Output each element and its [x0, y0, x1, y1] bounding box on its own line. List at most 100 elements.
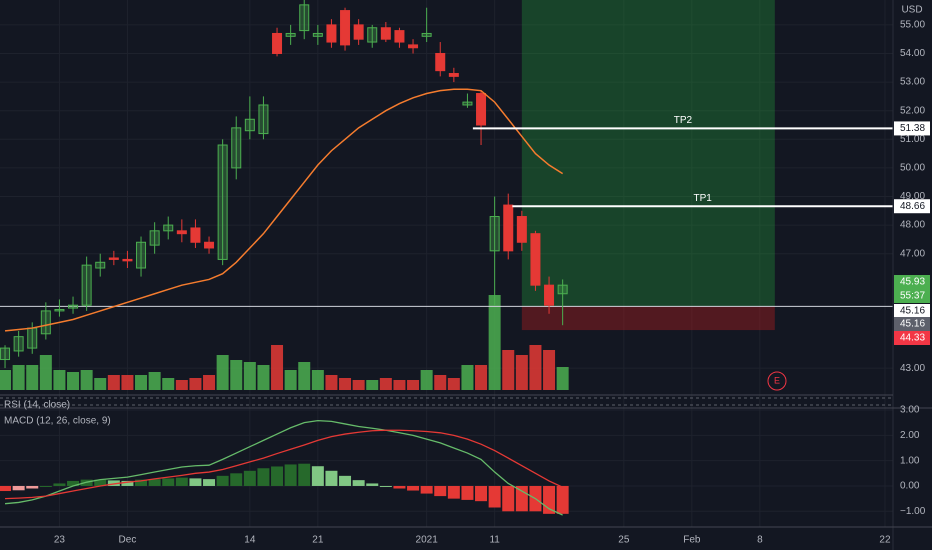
macd-histogram-bar — [162, 478, 175, 486]
volume-bar — [420, 370, 433, 390]
macd-histogram-bar — [189, 478, 202, 486]
y-tick-label: 49.00 — [900, 191, 925, 202]
price-tag — [894, 289, 930, 303]
macd-histogram-bar — [475, 485, 488, 502]
volume-bar — [475, 365, 488, 390]
macd-histogram-bar — [67, 480, 80, 486]
macd-histogram-bar — [352, 480, 365, 486]
candle-body — [231, 127, 242, 169]
volume-bar — [257, 365, 270, 390]
y-tick-label: −1.00 — [900, 506, 926, 517]
macd-histogram-bar — [393, 485, 406, 489]
volume-bar — [488, 295, 501, 390]
volume-bar — [53, 370, 66, 390]
macd-histogram-bar — [121, 480, 134, 486]
x-tick-label: 11 — [489, 535, 500, 546]
y-tick-label: 54.00 — [900, 48, 925, 59]
candle-body — [367, 27, 378, 43]
rsi-label: RSI (14, close) — [4, 400, 70, 411]
x-tick-label: 2021 — [416, 535, 439, 546]
macd-histogram-bar — [216, 475, 229, 486]
macd-label: MACD (12, 26, close, 9) — [4, 416, 111, 427]
macd-histogram-bar — [257, 468, 270, 486]
price-tag — [894, 331, 930, 345]
macd-histogram-bar — [461, 485, 474, 500]
candle-body — [476, 93, 487, 126]
volume-bar — [148, 372, 161, 390]
candle-body — [435, 52, 446, 72]
price-tag-label: 51.38 — [900, 123, 925, 134]
candle-body — [258, 104, 269, 135]
candle-body — [0, 347, 11, 361]
ema-line — [4, 88, 564, 332]
candle-body — [530, 233, 541, 286]
macd-histogram-bar — [420, 485, 433, 494]
candle-body — [108, 257, 119, 260]
price-tag-label: 44.33 — [900, 333, 925, 344]
macd-histogram-bar — [447, 485, 460, 499]
candle-body — [149, 230, 160, 246]
x-tick-label: 21 — [312, 535, 324, 546]
macd-histogram-bar — [243, 470, 256, 486]
candle-body — [13, 336, 24, 352]
macd-histogram-bar — [230, 473, 243, 486]
price-tag-label: 45.16 — [900, 306, 925, 317]
macd-histogram-bar — [502, 485, 515, 512]
candle-body — [27, 327, 38, 349]
volume-bar — [39, 355, 52, 390]
candle-body — [95, 261, 106, 269]
volume-bar — [366, 380, 379, 390]
macd-histogram-bar — [311, 466, 324, 486]
macd-histogram-bar — [434, 485, 447, 497]
macd-histogram-bar — [515, 485, 528, 512]
macd-histogram-bar — [488, 485, 501, 508]
candle-body — [204, 241, 215, 249]
y-tick-label: 55.00 — [900, 20, 925, 31]
candle-body — [557, 284, 568, 295]
candle-body — [54, 308, 65, 312]
target-name: TP2 — [674, 115, 693, 126]
candle-body — [380, 27, 391, 40]
candle-body — [353, 24, 364, 40]
candle-body — [462, 101, 473, 106]
candle-body — [516, 216, 527, 243]
volume-bar — [189, 378, 202, 390]
macd-line — [4, 419, 563, 516]
x-tick-label: Dec — [119, 535, 137, 546]
macd-histogram-bar — [39, 485, 52, 487]
y-tick-label: 53.00 — [900, 77, 925, 88]
macd-histogram-bar — [0, 485, 12, 492]
macd-histogram-bar — [26, 485, 39, 489]
candle-body — [244, 118, 255, 132]
volume-bar — [515, 355, 528, 390]
volume-bar — [121, 375, 134, 390]
volume-bar — [216, 355, 229, 390]
candle-body — [190, 227, 201, 243]
volume-bar — [67, 372, 80, 390]
y-tick-label: 48.00 — [900, 220, 925, 231]
volume-bar — [339, 378, 352, 390]
price-tag-label: 45.93 — [900, 277, 925, 288]
macd-histogram-bar — [175, 477, 188, 486]
y-tick-label: 1.00 — [900, 455, 920, 466]
macd-histogram-bar — [135, 479, 148, 486]
macd-histogram-bar — [339, 475, 352, 486]
y-tick-label: 2.00 — [900, 430, 920, 441]
candle-body — [136, 241, 147, 269]
volume-bar — [502, 350, 515, 390]
candle-body — [312, 32, 323, 37]
macd-histogram-bar — [53, 483, 66, 486]
volume-bar — [94, 378, 107, 390]
price-tag — [894, 317, 930, 331]
volume-bar — [271, 345, 284, 390]
event-marker — [767, 371, 787, 391]
target-zone — [521, 0, 775, 307]
volume-bar — [311, 370, 324, 390]
candle-body — [68, 304, 79, 309]
volume-bar — [325, 375, 338, 390]
volume-bar — [203, 375, 216, 390]
y-tick-label: 51.00 — [900, 134, 925, 145]
macd-line — [5, 429, 563, 500]
candle-body — [326, 24, 337, 43]
candle-body — [503, 204, 514, 252]
